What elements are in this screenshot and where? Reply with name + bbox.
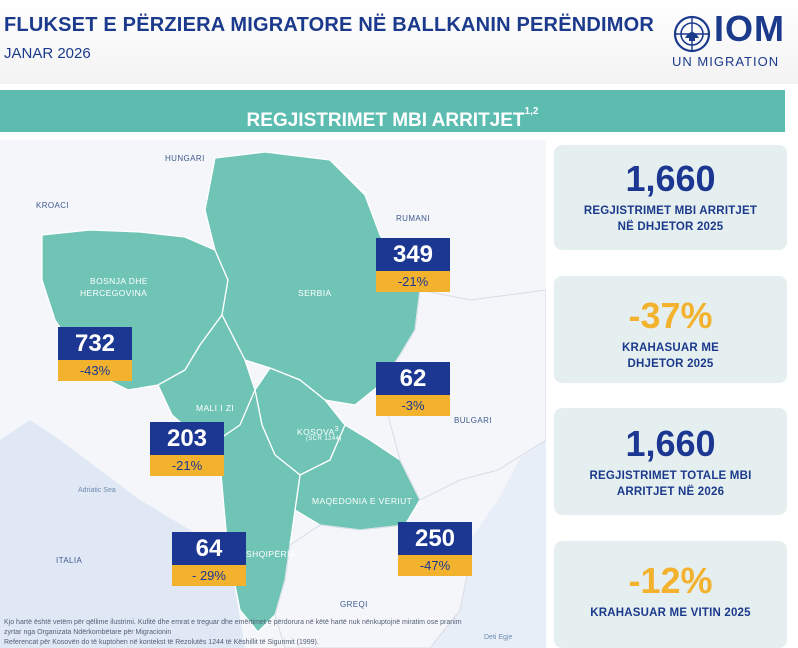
stat-card-change-year: -12% KRAHASUAR ME VITIN 2025	[554, 541, 787, 648]
callout-change: -43%	[58, 360, 132, 381]
callout-change: - 29%	[172, 565, 246, 586]
stat-label: REGJISTRIMET TOTALE MBI ARRITJET NË 2026	[589, 470, 752, 498]
stat-value: -12%	[628, 560, 713, 601]
callout-change: -3%	[376, 395, 450, 416]
label-italy: ITALIA	[56, 556, 83, 565]
label-croatia: KROACI	[36, 201, 70, 210]
page-title: FLUKSET E PËRZIERA MIGRATORE NË BALLKANI…	[4, 14, 655, 36]
callout-bosnia: 732 -43%	[58, 327, 132, 381]
stat-card-december: 1,660 REGJISTRIMET MBI ARRITJET NË DHJET…	[554, 145, 787, 250]
callout-serbia-south: 62 -3%	[376, 362, 450, 416]
map-footnote-2: zyrtar nga Organizata Ndërkombëtare për …	[4, 629, 172, 636]
callout-north-macedonia: 250 -47%	[398, 522, 472, 576]
callout-albania: 64 - 29%	[172, 532, 246, 586]
page-subtitle: JANAR 2026	[4, 45, 91, 62]
callout-value: 203	[150, 422, 224, 455]
stat-label: KRAHASUAR ME DHJETOR 2025	[622, 342, 719, 370]
label-greece: GREQI	[340, 600, 368, 609]
callout-change: -47%	[398, 555, 472, 576]
un-emblem-icon	[673, 15, 711, 53]
label-bulgaria: BULGARI	[454, 416, 492, 425]
stat-label: REGJISTRIMET MBI ARRITJET NË DHJETOR 202…	[583, 205, 758, 233]
label-serbia: SERBIA	[298, 288, 332, 298]
label-hungary: HUNGARI	[165, 154, 205, 163]
callout-value: 64	[172, 532, 246, 565]
label-montenegro: MALI I ZI	[196, 403, 235, 413]
bulgaria-shape	[379, 289, 546, 501]
callout-montenegro: 203 -21%	[150, 422, 224, 476]
sea-area	[0, 420, 245, 648]
callout-value: 732	[58, 327, 132, 360]
label-albania: SHQIPËRIA	[246, 549, 296, 559]
stat-card-change-december: -37% KRAHASUAR ME DHJETOR 2025	[554, 276, 787, 383]
callout-change: -21%	[150, 455, 224, 476]
map-footnote-1: Kjo hartë është vetëm për qëllime ilustr…	[4, 619, 462, 626]
label-aegean: Deti Egje	[484, 634, 513, 641]
label-adriatic: Adriatic Sea	[78, 487, 116, 494]
stat-value: -37%	[628, 295, 713, 336]
header: FLUKSET E PËRZIERA MIGRATORE NË BALLKANI…	[0, 0, 798, 84]
callout-value: 250	[398, 522, 472, 555]
stat-value: 1,660	[625, 423, 716, 464]
label-north-macedonia: MAQEDONIA E VERIUT	[312, 496, 413, 506]
logo-text: IOM	[714, 8, 785, 49]
section-title: REGJISTRIMET MBI ARRITJET	[246, 110, 525, 131]
logo-subtext: UN MIGRATION	[672, 54, 780, 69]
section-band: REGJISTRIMET MBI ARRITJET1,2	[0, 90, 785, 132]
label-kosovo: KOSOVA3	[297, 425, 340, 437]
label-kosovo-note: (SCR 1244)	[306, 436, 342, 442]
label-bosnia-line1: BOSNJA DHE	[90, 276, 148, 286]
map-footnote-3: Referencat për Kosovën do të kuptohen në…	[4, 639, 319, 646]
callout-value: 62	[376, 362, 450, 395]
callout-value: 349	[376, 238, 450, 271]
stat-card-total: 1,660 REGJISTRIMET TOTALE MBI ARRITJET N…	[554, 408, 787, 515]
callout-change: -21%	[376, 271, 450, 292]
label-bosnia-line2: HERCEGOVINA	[80, 288, 148, 298]
stat-value: 1,660	[625, 158, 716, 199]
map: HUNGARI KROACI RUMANI BOSNJA DHE HERCEGO…	[0, 140, 546, 648]
section-title-superscript: 1,2	[524, 106, 539, 117]
label-romania: RUMANI	[396, 214, 430, 223]
iom-logo: IOM UN MIGRATION	[672, 9, 794, 70]
callout-serbia-north: 349 -21%	[376, 238, 450, 292]
serbia-shape	[204, 151, 421, 406]
stat-label: KRAHASUAR ME VITIN 2025	[590, 607, 751, 619]
